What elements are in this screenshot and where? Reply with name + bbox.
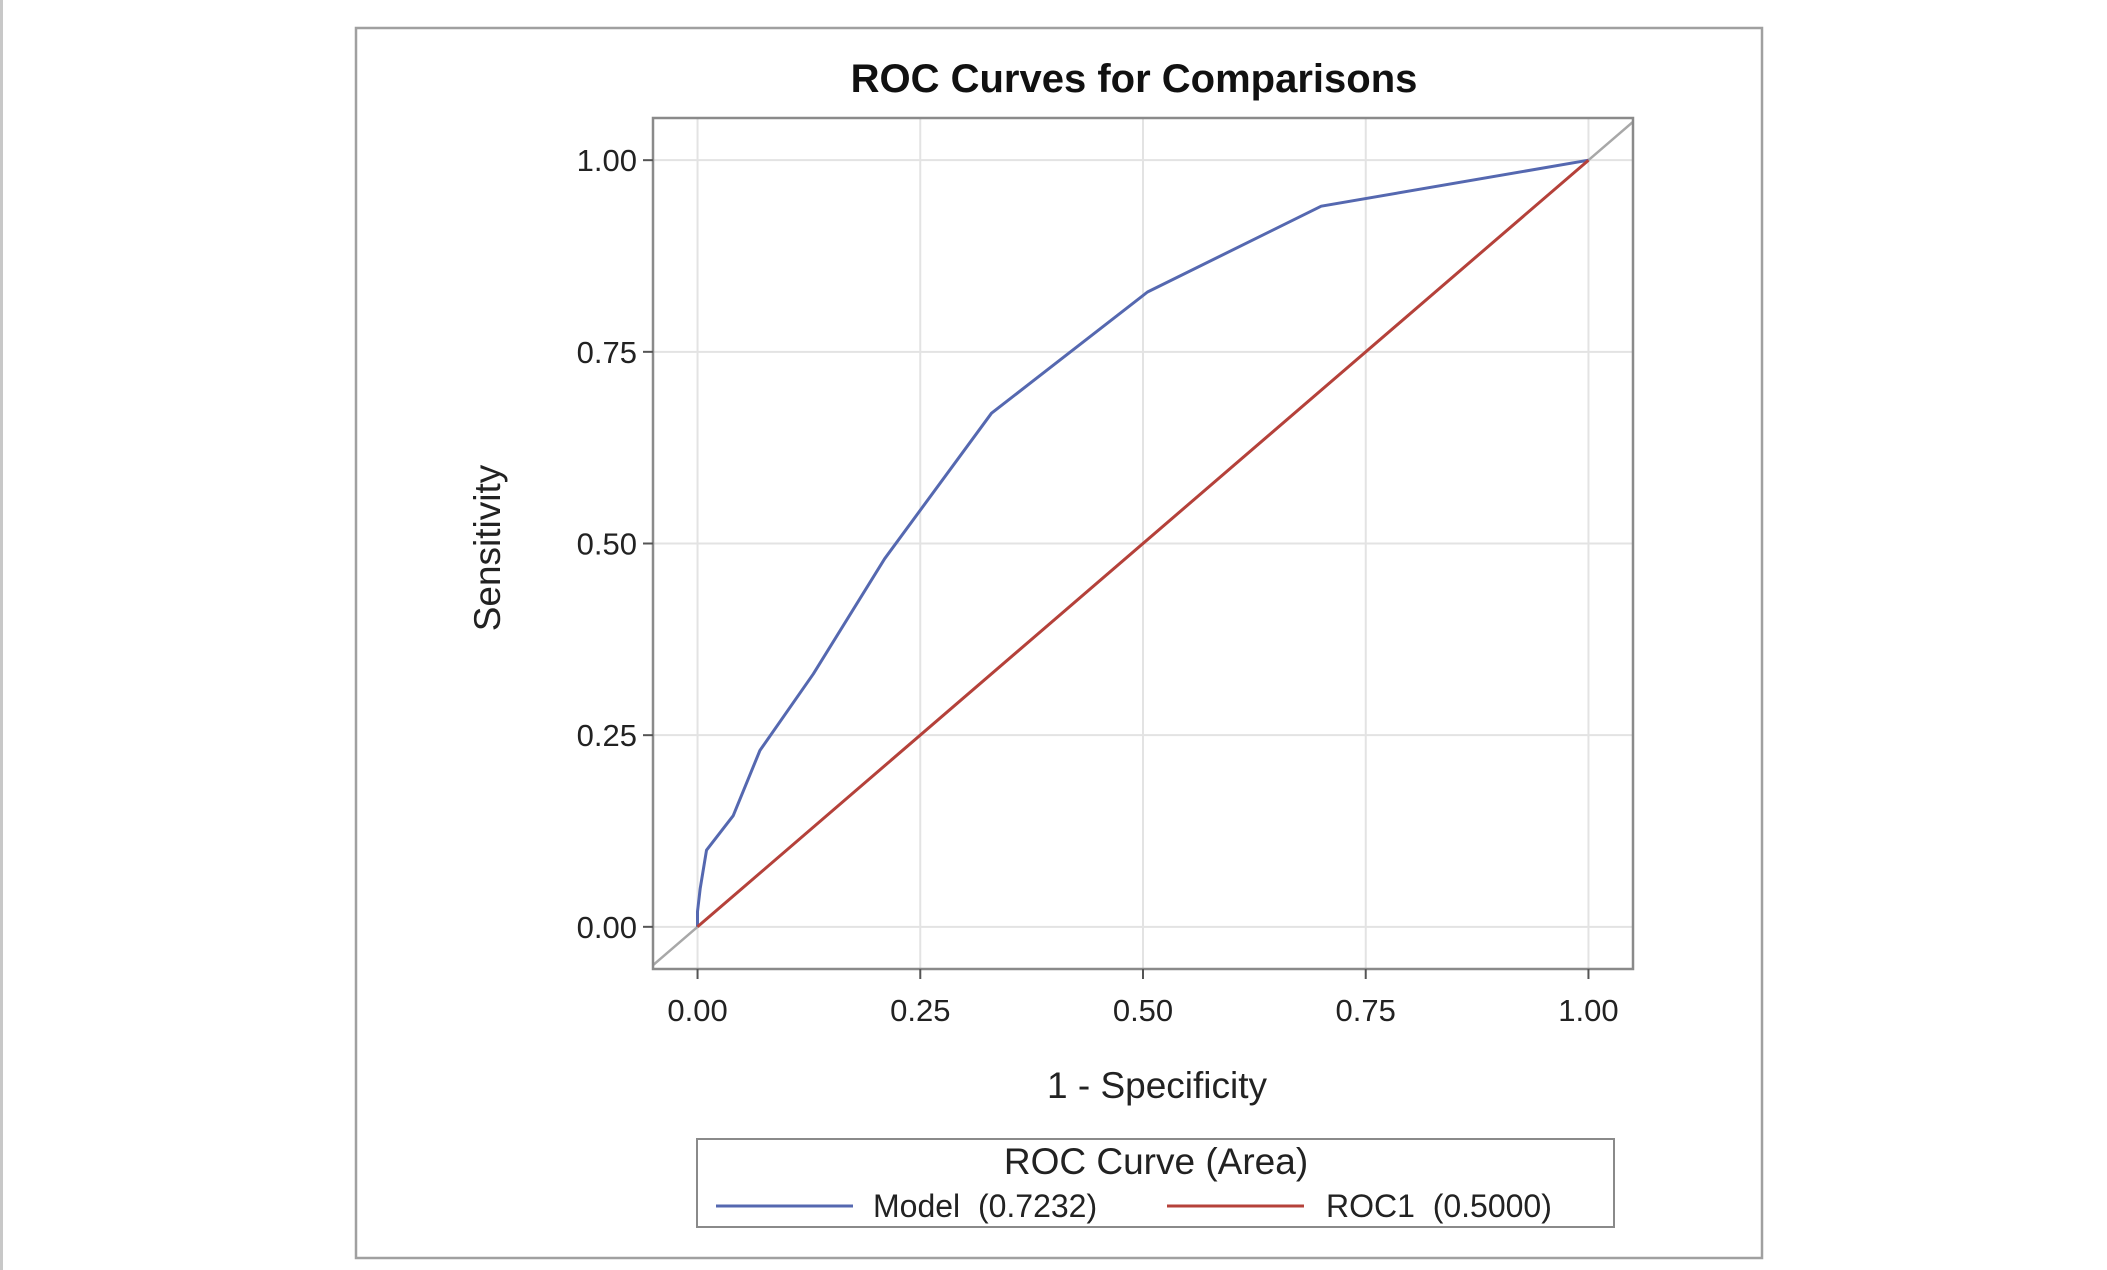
x-axis-label: 1 - Specificity xyxy=(1047,1065,1268,1106)
y-tick-label: 0.50 xyxy=(577,527,637,562)
x-tick-label: 0.00 xyxy=(667,993,727,1028)
legend-title: ROC Curve (Area) xyxy=(1004,1141,1308,1182)
y-axis-ticks: 0.00 0.25 0.50 0.75 1.00 xyxy=(577,143,653,945)
left-edge-line xyxy=(0,0,3,1270)
x-tick-label: 0.25 xyxy=(890,993,950,1028)
y-tick-label: 1.00 xyxy=(577,143,637,178)
series-line-roc1 xyxy=(696,159,1590,928)
y-tick-label: 0.25 xyxy=(577,718,637,753)
y-tick-label: 0.75 xyxy=(577,335,637,370)
series-lines xyxy=(652,120,1634,967)
chart-title: ROC Curves for Comparisons xyxy=(851,57,1418,101)
grid-lines xyxy=(653,118,1633,969)
x-tick-label: 1.00 xyxy=(1558,993,1618,1028)
figure-border xyxy=(354,26,1764,1260)
legend-entry-roc1: ROC1 (0.5000) xyxy=(1326,1188,1552,1224)
y-tick-label: 0.00 xyxy=(577,910,637,945)
x-tick-label: 0.75 xyxy=(1336,993,1396,1028)
y-axis-label: Sensitivity xyxy=(467,464,508,631)
x-axis-ticks: 0.00 0.25 0.50 0.75 1.00 xyxy=(667,969,1619,1028)
series-line-model xyxy=(696,158,1589,927)
legend: ROC Curve (Area) Model (0.7232) ROC1 (0.… xyxy=(696,1138,1615,1228)
legend-box xyxy=(696,1138,1615,1228)
x-tick-label: 0.50 xyxy=(1113,993,1173,1028)
legend-entry-model: Model (0.7232) xyxy=(873,1188,1097,1224)
